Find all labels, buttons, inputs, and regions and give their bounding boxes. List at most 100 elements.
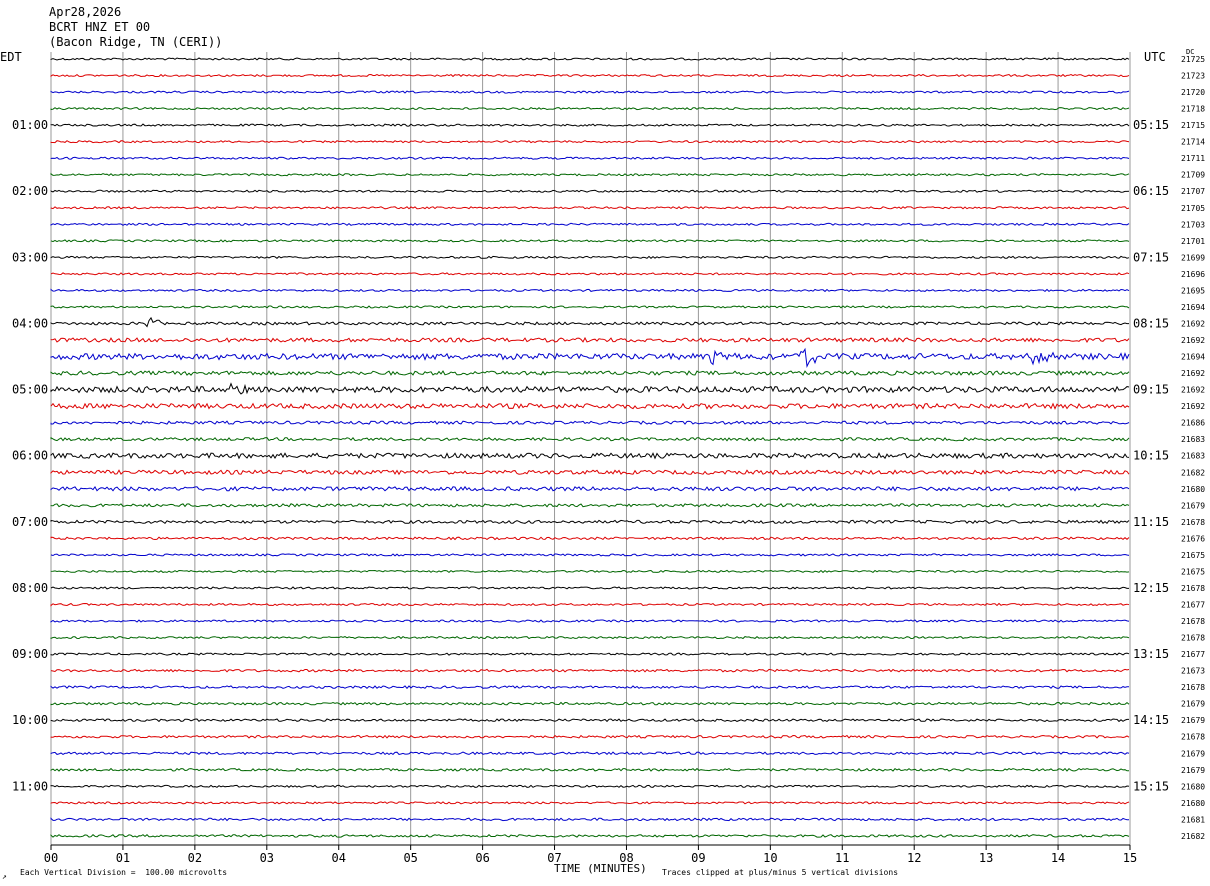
right-hour-label: 09:15 bbox=[1133, 383, 1169, 397]
x-tick-label: 07 bbox=[547, 851, 561, 865]
seismic-trace-row bbox=[50, 316, 1129, 328]
left-hour-label: 09:00 bbox=[12, 647, 48, 661]
right-hour-label: 07:15 bbox=[1133, 250, 1169, 264]
x-tick-label: 14 bbox=[1051, 851, 1065, 865]
left-hour-label: 06:00 bbox=[12, 449, 48, 463]
dc-offset-label: 21709 bbox=[1181, 171, 1205, 180]
right-hour-label: 05:15 bbox=[1133, 118, 1169, 132]
x-tick-label: 13 bbox=[979, 851, 993, 865]
seismic-trace-row bbox=[50, 288, 1130, 293]
seismic-trace-row bbox=[50, 239, 1130, 243]
dc-offset-label: 21692 bbox=[1181, 386, 1205, 395]
left-hour-label: 03:00 bbox=[12, 250, 48, 264]
left-hour-label: 08:00 bbox=[12, 581, 48, 595]
x-tick-label: 08 bbox=[619, 851, 633, 865]
dc-offset-label: 21725 bbox=[1181, 55, 1205, 64]
dc-offset-label: 21678 bbox=[1181, 584, 1205, 593]
header-location: (Bacon Ridge, TN (CERI)) bbox=[49, 35, 223, 49]
left-hour-label: 11:00 bbox=[12, 779, 48, 793]
seismic-trace-row bbox=[50, 73, 1130, 78]
seismic-trace-row bbox=[50, 569, 1130, 574]
x-tick-label: 02 bbox=[188, 851, 202, 865]
dc-offset-header: DC bbox=[1186, 48, 1195, 56]
seismic-trace-row bbox=[50, 519, 1130, 525]
dc-offset-label: 21679 bbox=[1181, 501, 1205, 510]
seismic-trace-row bbox=[50, 90, 1130, 94]
dc-offset-label: 21673 bbox=[1181, 667, 1205, 676]
dc-offset-label: 21677 bbox=[1181, 600, 1205, 609]
right-hour-label: 06:15 bbox=[1133, 184, 1169, 198]
seismic-trace-row bbox=[50, 801, 1130, 805]
footer-clip-note: Traces clipped at plus/minus 5 vertical … bbox=[662, 868, 899, 877]
seismic-trace-row bbox=[50, 106, 1130, 111]
dc-offset-label: 21703 bbox=[1181, 220, 1205, 229]
seismic-trace-row bbox=[50, 255, 1130, 259]
dc-offset-label: 21695 bbox=[1181, 286, 1205, 295]
x-tick-label: 12 bbox=[907, 851, 921, 865]
x-tick-label: 06 bbox=[475, 851, 489, 865]
x-tick-label: 03 bbox=[260, 851, 274, 865]
dc-offset-label: 21680 bbox=[1181, 799, 1205, 808]
dc-offset-label: 21692 bbox=[1181, 319, 1205, 328]
header-date: Apr28,2026 bbox=[49, 5, 122, 19]
seismic-trace-row bbox=[50, 685, 1130, 690]
seismic-trace-row bbox=[50, 206, 1130, 210]
dc-offset-label: 21679 bbox=[1181, 716, 1205, 725]
seismic-trace-row bbox=[50, 619, 1130, 623]
seismic-trace-row bbox=[50, 536, 1130, 541]
left-hour-label: 05:00 bbox=[12, 383, 48, 397]
dc-offset-label: 21679 bbox=[1181, 766, 1205, 775]
dc-offset-label: 21678 bbox=[1181, 634, 1205, 643]
dc-offset-label: 21707 bbox=[1181, 187, 1205, 196]
seismic-trace-row bbox=[50, 336, 1130, 343]
left-hour-label: 02:00 bbox=[12, 184, 48, 198]
seismic-trace-row bbox=[50, 767, 1129, 772]
x-axis-title: TIME (MINUTES) bbox=[554, 862, 647, 875]
dc-offset-label: 21694 bbox=[1181, 303, 1205, 312]
dc-offset-label: 21678 bbox=[1181, 733, 1205, 742]
left-hour-label: 07:00 bbox=[12, 515, 48, 529]
footer-scale-note: Each Vertical Division = 100.00 microvol… bbox=[20, 868, 228, 877]
dc-offset-label: 21678 bbox=[1181, 617, 1205, 626]
seismic-trace-row bbox=[50, 469, 1130, 476]
seismic-trace-row bbox=[50, 734, 1130, 739]
seismic-trace-row bbox=[50, 272, 1130, 276]
seismic-trace-row bbox=[50, 305, 1130, 309]
seismic-trace-row bbox=[50, 553, 1130, 557]
seismic-trace-row bbox=[50, 586, 1129, 590]
dc-offset-label: 21677 bbox=[1181, 650, 1205, 659]
seismic-trace-row bbox=[50, 140, 1130, 144]
seismic-trace-row bbox=[50, 370, 1130, 376]
x-tick-label: 00 bbox=[44, 851, 58, 865]
left-hour-label: 10:00 bbox=[12, 713, 48, 727]
x-tick-label: 01 bbox=[116, 851, 130, 865]
header-channel: BCRT HNZ ET 00 bbox=[49, 20, 151, 34]
dc-offset-label: 21680 bbox=[1181, 782, 1205, 791]
dc-offset-label: 21683 bbox=[1181, 435, 1205, 444]
seismic-trace-row bbox=[50, 668, 1130, 673]
seismic-trace-row bbox=[50, 402, 1130, 410]
seismic-trace-row bbox=[50, 436, 1130, 442]
seismic-trace-row bbox=[50, 635, 1130, 640]
right-hour-label: 11:15 bbox=[1133, 515, 1169, 529]
seismic-trace-row bbox=[50, 834, 1130, 838]
dc-offset-label: 21711 bbox=[1181, 154, 1205, 163]
dc-offset-label: 21714 bbox=[1181, 138, 1205, 147]
seismic-trace-row bbox=[50, 222, 1130, 226]
seismic-trace-row bbox=[50, 452, 1130, 460]
dc-offset-label: 21723 bbox=[1181, 72, 1205, 81]
right-hour-label: 10:15 bbox=[1133, 449, 1169, 463]
seismic-trace-row bbox=[50, 347, 1130, 368]
right-hour-label: 13:15 bbox=[1133, 647, 1169, 661]
seismic-trace-row bbox=[50, 817, 1129, 822]
x-tick-label: 11 bbox=[835, 851, 849, 865]
left-timezone-label: EDT bbox=[0, 50, 22, 64]
seismic-trace-row bbox=[50, 156, 1130, 160]
dc-offset-label: 21675 bbox=[1181, 551, 1205, 560]
dc-offset-label: 21699 bbox=[1181, 253, 1205, 262]
seismic-trace-row bbox=[50, 57, 1130, 61]
dc-offset-label: 21676 bbox=[1181, 534, 1205, 543]
dc-offset-label: 21678 bbox=[1181, 683, 1205, 692]
seismic-trace-row bbox=[50, 123, 1130, 127]
dc-offset-label: 21692 bbox=[1181, 336, 1205, 345]
